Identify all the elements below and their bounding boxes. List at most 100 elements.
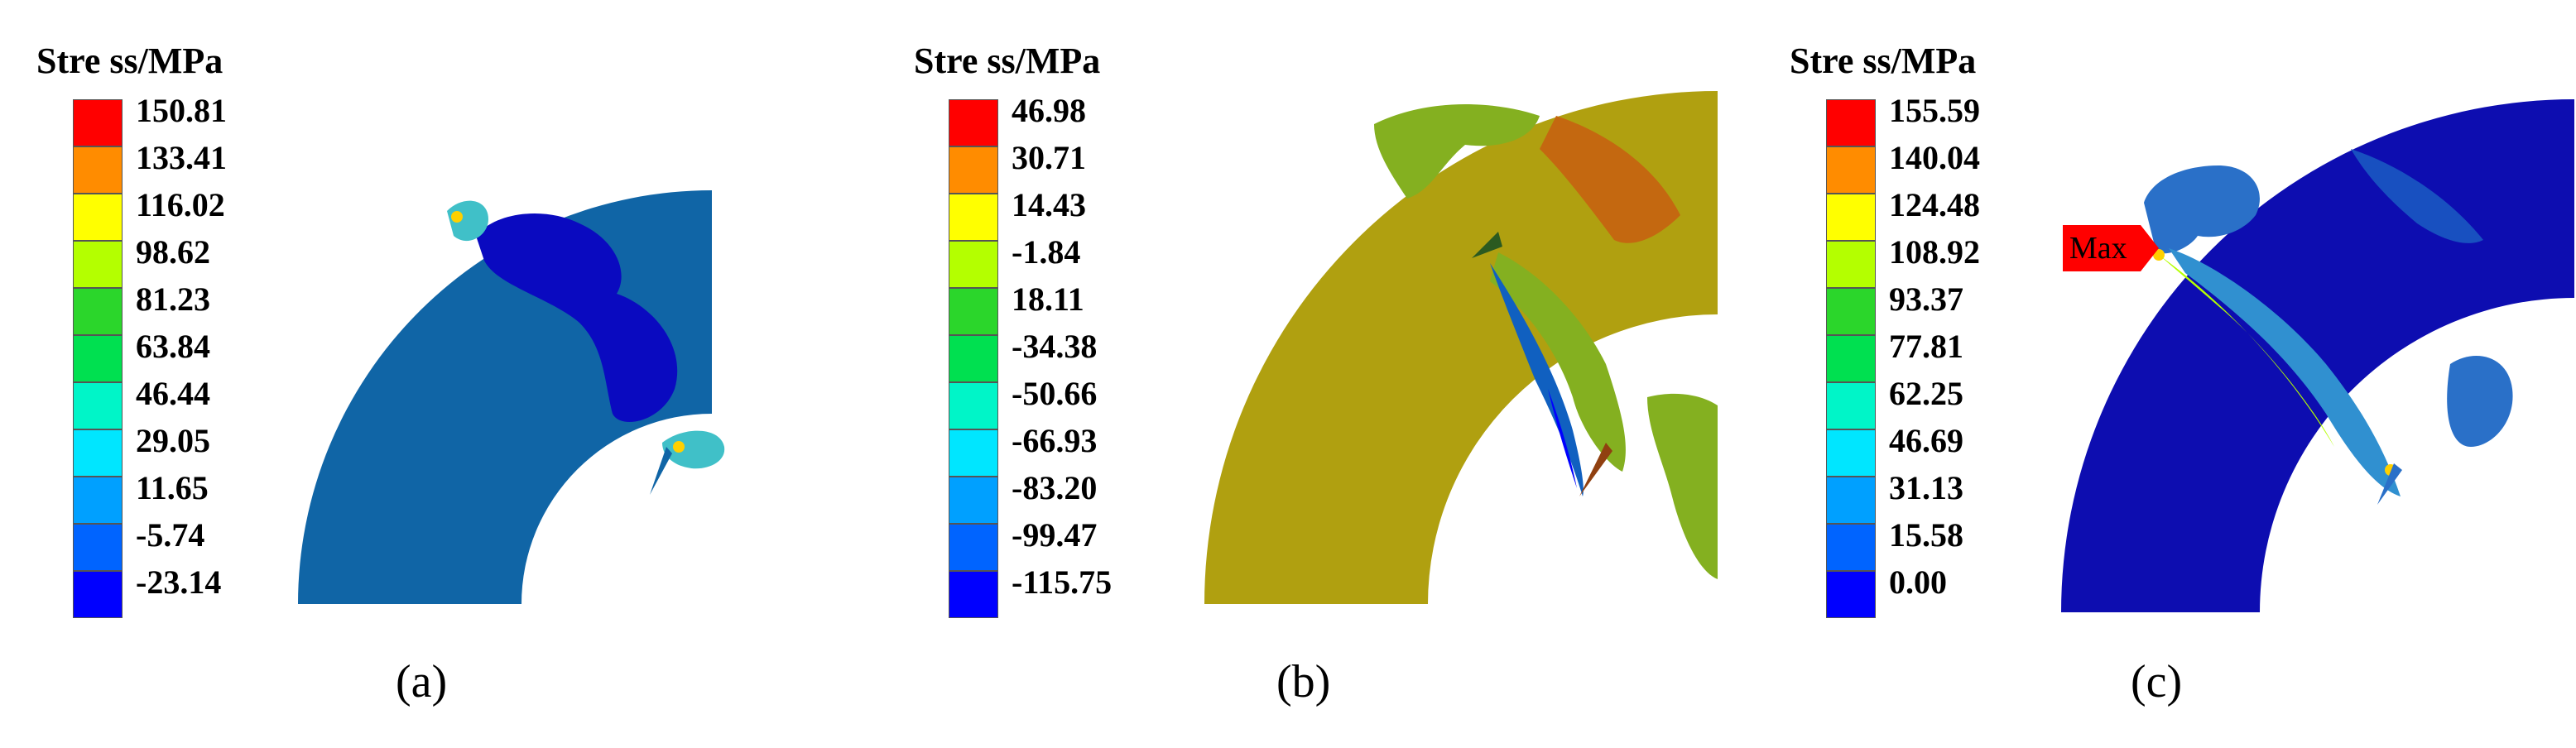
legend-swatch [73,241,123,288]
legend-swatch [73,194,123,241]
notch-lower [1579,443,1612,496]
legend-value: 108.92 [1889,233,1980,271]
legend-value: 18.11 [1012,280,1084,318]
legend-value: -34.38 [1012,328,1098,365]
stress-zone-upper [2144,165,2260,254]
stress-contour-plot-c [2061,99,2574,612]
legend-value: 77.81 [1889,328,1963,365]
legend-swatch [73,335,123,382]
legend-value: 30.71 [1012,139,1086,176]
legend-swatch [949,571,998,618]
legend-value: 11.65 [136,469,209,506]
legend-value: 150.81 [136,92,227,129]
legend-swatch [1826,241,1876,288]
legend-value: -1.84 [1012,233,1081,271]
legend-swatch [949,477,998,524]
green-region-right [1647,393,1718,579]
max-marker [2063,225,2159,271]
legend-swatch [73,99,123,146]
legend-swatch [949,382,998,429]
legend-value: 62.25 [1889,375,1963,412]
legend-swatch [1826,524,1876,571]
legend-swatch [73,288,123,335]
legend-swatch [949,241,998,288]
stress-zone-right [2447,356,2513,447]
legend-value: -83.20 [1012,469,1098,506]
high-stress-band [1540,116,1680,243]
legend-swatch [949,288,998,335]
low-stress-region [476,213,678,422]
notch-lower [650,447,672,495]
stress-spot-upper [447,200,488,242]
legend-title: Stre ss/MPa [1790,41,1977,81]
legend-title: Stre ss/MPa [36,41,223,81]
legend-value: 46.69 [1889,422,1963,459]
legend-swatch [73,477,123,524]
legend-value: -50.66 [1012,375,1098,412]
stress-zone-band [2169,248,2401,496]
panel-a: Stre ss/MPa 150.81 133.41 116.02 98.62 8… [0,0,861,748]
green-region-inner [1490,252,1626,472]
legend-value: 124.48 [1889,186,1980,223]
panel-b: Stre ss/MPa 46.98 30.71 14.43 -1.84 18.1… [861,0,1722,748]
legend-value: -66.93 [1012,422,1098,459]
legend-swatch [949,335,998,382]
legend-value: 29.05 [136,422,210,459]
legend-swatch [1826,477,1876,524]
stress-contour-plot-a [298,190,725,604]
caption-a: (a) [396,656,448,707]
pipe-ring [1204,91,1718,604]
legend-swatch [949,194,998,241]
legend-title: Stre ss/MPa [914,41,1101,81]
legend-value: 133.41 [136,139,227,176]
legend-swatch [1826,429,1876,477]
legend-value: 116.02 [136,186,225,223]
legend-swatch [1826,99,1876,146]
stress-peak-lower [673,441,685,453]
legend-swatch [949,524,998,571]
legend-swatch [73,429,123,477]
legend-swatch [1826,194,1876,241]
legend-swatch [1826,146,1876,194]
legend-value: 46.98 [1012,92,1086,129]
legend-swatch [1826,382,1876,429]
legend-value: 63.84 [136,328,210,365]
legend-value: 14.43 [1012,186,1086,223]
stress-peak-upper [451,211,463,223]
legend-value: -5.74 [136,516,205,554]
legend-value: -23.14 [136,563,222,601]
legend-value: -99.47 [1012,516,1098,554]
legend-swatch [949,146,998,194]
legend-value: 93.37 [1889,280,1963,318]
legend-value: 155.59 [1889,92,1980,129]
legend-value: -115.75 [1012,563,1113,601]
legend-value: 46.44 [136,375,210,412]
legend-swatch [1826,571,1876,618]
stress-spot-lower [662,430,725,469]
legend-value: 140.04 [1889,139,1980,176]
notch-lower [2377,463,2402,505]
legend-swatch [1826,335,1876,382]
legend-value: 31.13 [1889,469,1963,506]
legend-value: 15.58 [1889,516,1963,554]
legend-swatch [73,382,123,429]
panel-c: Stre ss/MPa 155.59 140.04 124.48 108.92 … [1722,0,2576,748]
legend-swatch [73,571,123,618]
green-region-top [1374,104,1540,199]
legend-swatch [73,524,123,571]
caption-b: (b) [1276,656,1331,707]
caption-c: (c) [2131,656,2183,707]
inner-edge-compression [1490,263,1584,496]
legend-swatch [1826,288,1876,335]
notch-upper [1472,232,1502,258]
legend-value: 98.62 [136,233,210,271]
legend-value: 81.23 [136,280,210,318]
notch-upper [416,217,458,244]
legend-swatch [949,99,998,146]
max-label: Max [2069,231,2127,266]
stress-zone-outer [2351,149,2483,243]
legend-swatch [949,429,998,477]
inner-edge-peak [1548,389,1577,488]
stress-contour-plot-b [1204,91,1718,604]
legend-swatch [73,146,123,194]
